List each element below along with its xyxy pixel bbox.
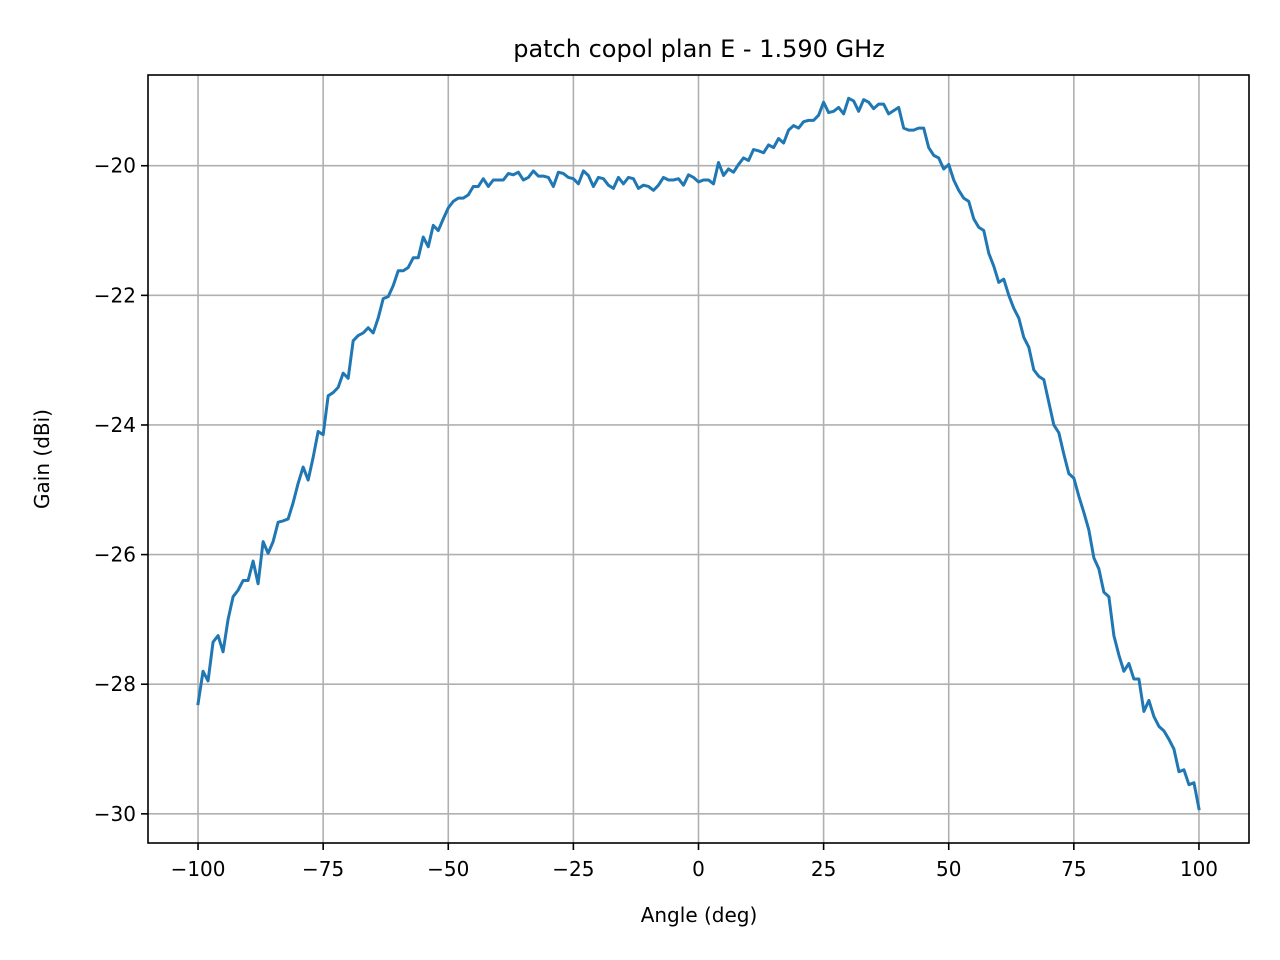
x-tick-label: 50 — [936, 857, 961, 881]
x-tick-label: −100 — [171, 857, 226, 881]
x-tick-label: 75 — [1061, 857, 1086, 881]
grid — [148, 75, 1249, 843]
x-tick-label: 25 — [811, 857, 836, 881]
x-axis: −100 −75 −50 −25 0 25 50 75 100 — [171, 843, 1218, 881]
x-tick-label: −75 — [302, 857, 344, 881]
y-tick-label: −20 — [94, 154, 136, 178]
x-tick-label: 0 — [692, 857, 705, 881]
x-tick-label: −25 — [552, 857, 594, 881]
series-layer — [196, 96, 1201, 811]
y-tick-label: −30 — [94, 802, 136, 826]
y-axis-label: Gain (dBi) — [30, 409, 54, 509]
y-tick-label: −26 — [94, 543, 136, 567]
x-tick-label: −50 — [427, 857, 469, 881]
gain-series-line — [196, 96, 1201, 811]
x-axis-label: Angle (deg) — [641, 903, 758, 927]
y-tick-label: −22 — [94, 283, 136, 307]
x-tick-label: 100 — [1180, 857, 1218, 881]
chart-title: patch copol plan E - 1.590 GHz — [513, 35, 885, 63]
y-tick-label: −28 — [94, 672, 136, 696]
y-tick-label: −24 — [94, 413, 136, 437]
y-axis: −30 −28 −26 −24 −22 −20 — [94, 154, 148, 826]
